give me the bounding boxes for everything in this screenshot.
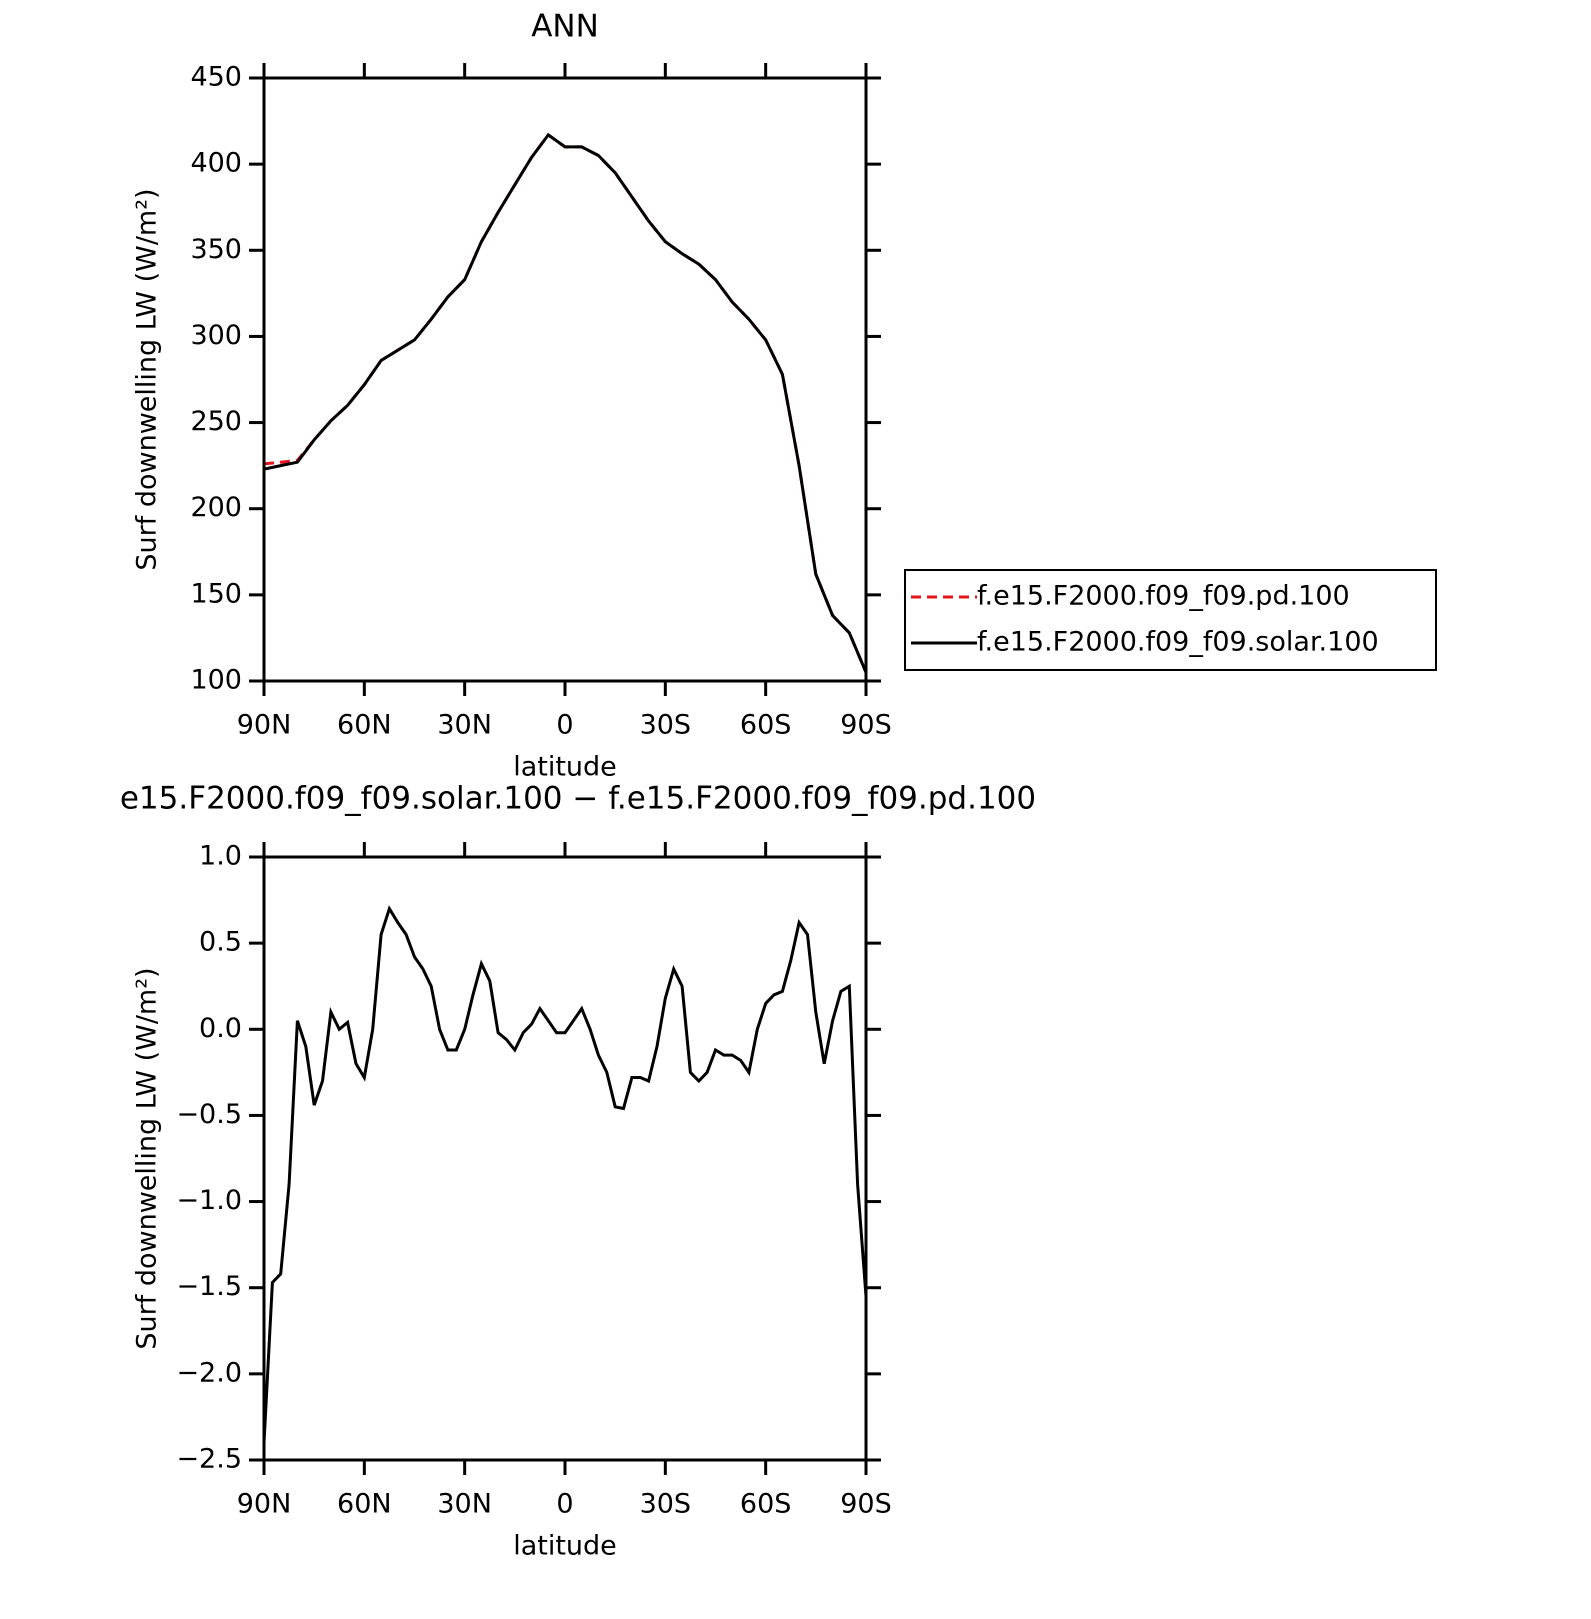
x-tick-label: 60S — [740, 710, 792, 741]
x-tick-label: 60S — [740, 1489, 792, 1520]
x-tick-label: 60N — [337, 710, 392, 741]
y-tick-label: 0.5 — [199, 927, 242, 958]
y-tick-label: −2.0 — [176, 1357, 242, 1388]
y-tick-label: 0.0 — [199, 1013, 242, 1044]
y-tick-label: 200 — [190, 492, 242, 523]
x-axis-label: latitude — [513, 1531, 617, 1562]
x-tick-label: 0 — [556, 1489, 573, 1520]
y-tick-label: 150 — [190, 578, 242, 609]
y-tick-label: 1.0 — [199, 841, 242, 872]
y-tick-label: 100 — [190, 665, 242, 696]
y-tick-label: 250 — [190, 406, 242, 437]
plot-frame — [262, 855, 868, 1462]
y-tick-label: −1.5 — [176, 1271, 242, 1302]
y-tick-label: 450 — [190, 62, 242, 93]
y-axis-label: Surf downwelling LW (W/m²) — [132, 188, 163, 570]
legend-label: f.e15.F2000.f09_f09.pd.100 — [977, 581, 1350, 612]
x-tick-label: 0 — [556, 710, 573, 741]
x-tick-label: 30S — [640, 1489, 692, 1520]
data-line — [263, 132, 868, 673]
data-line — [262, 905, 868, 1443]
y-tick-label: −1.0 — [176, 1185, 242, 1216]
data-line — [263, 132, 868, 673]
y-tick-label: 300 — [190, 320, 242, 351]
x-tick-label: 30N — [437, 710, 492, 741]
y-tick-label: 400 — [190, 148, 242, 179]
y-tick-label: −2.5 — [176, 1444, 242, 1475]
legend-box — [904, 569, 1437, 671]
x-tick-label: 30S — [640, 710, 692, 741]
legend-label: f.e15.F2000.f09_f09.solar.100 — [977, 627, 1379, 658]
chart-title: e15.F2000.f09_f09.solar.100 − f.e15.F200… — [120, 781, 1036, 817]
chart-title: ANN — [531, 9, 599, 45]
x-axis-label: latitude — [513, 752, 617, 783]
x-tick-label: 90N — [237, 710, 292, 741]
y-tick-label: −0.5 — [176, 1099, 242, 1130]
x-tick-label: 30N — [437, 1489, 492, 1520]
y-axis-label: Surf downwelling LW (W/m²) — [132, 967, 163, 1349]
x-tick-label: 90S — [840, 710, 892, 741]
y-tick-label: 350 — [190, 234, 242, 265]
x-tick-label: 60N — [337, 1489, 392, 1520]
plot-frame — [262, 76, 868, 683]
x-tick-label: 90S — [840, 1489, 892, 1520]
x-tick-label: 90N — [237, 1489, 292, 1520]
